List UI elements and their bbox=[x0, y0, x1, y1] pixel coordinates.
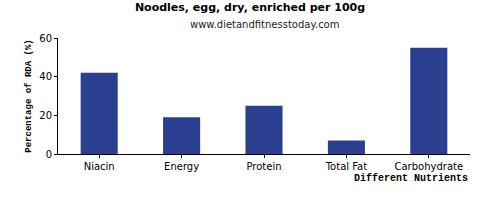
svg-text:Protein: Protein bbox=[246, 161, 281, 172]
svg-text:Noodles, egg, dry, enriched pe: Noodles, egg, dry, enriched per 100g bbox=[135, 1, 365, 14]
svg-text:Carbohydrate: Carbohydrate bbox=[394, 161, 463, 172]
svg-text:Total Fat: Total Fat bbox=[325, 161, 367, 172]
svg-text:40: 40 bbox=[39, 71, 52, 82]
svg-text:60: 60 bbox=[39, 33, 52, 44]
svg-text:www.dietandfitnesstoday.com: www.dietandfitnesstoday.com bbox=[190, 19, 339, 30]
svg-text:Energy: Energy bbox=[164, 161, 199, 172]
svg-text:Different Nutrients: Different Nutrients bbox=[354, 173, 468, 184]
svg-text:0: 0 bbox=[46, 149, 52, 160]
svg-text:Percentage of RDA (%): Percentage of RDA (%) bbox=[24, 39, 34, 152]
svg-text:20: 20 bbox=[39, 110, 52, 121]
svg-text:Niacin: Niacin bbox=[84, 161, 115, 172]
